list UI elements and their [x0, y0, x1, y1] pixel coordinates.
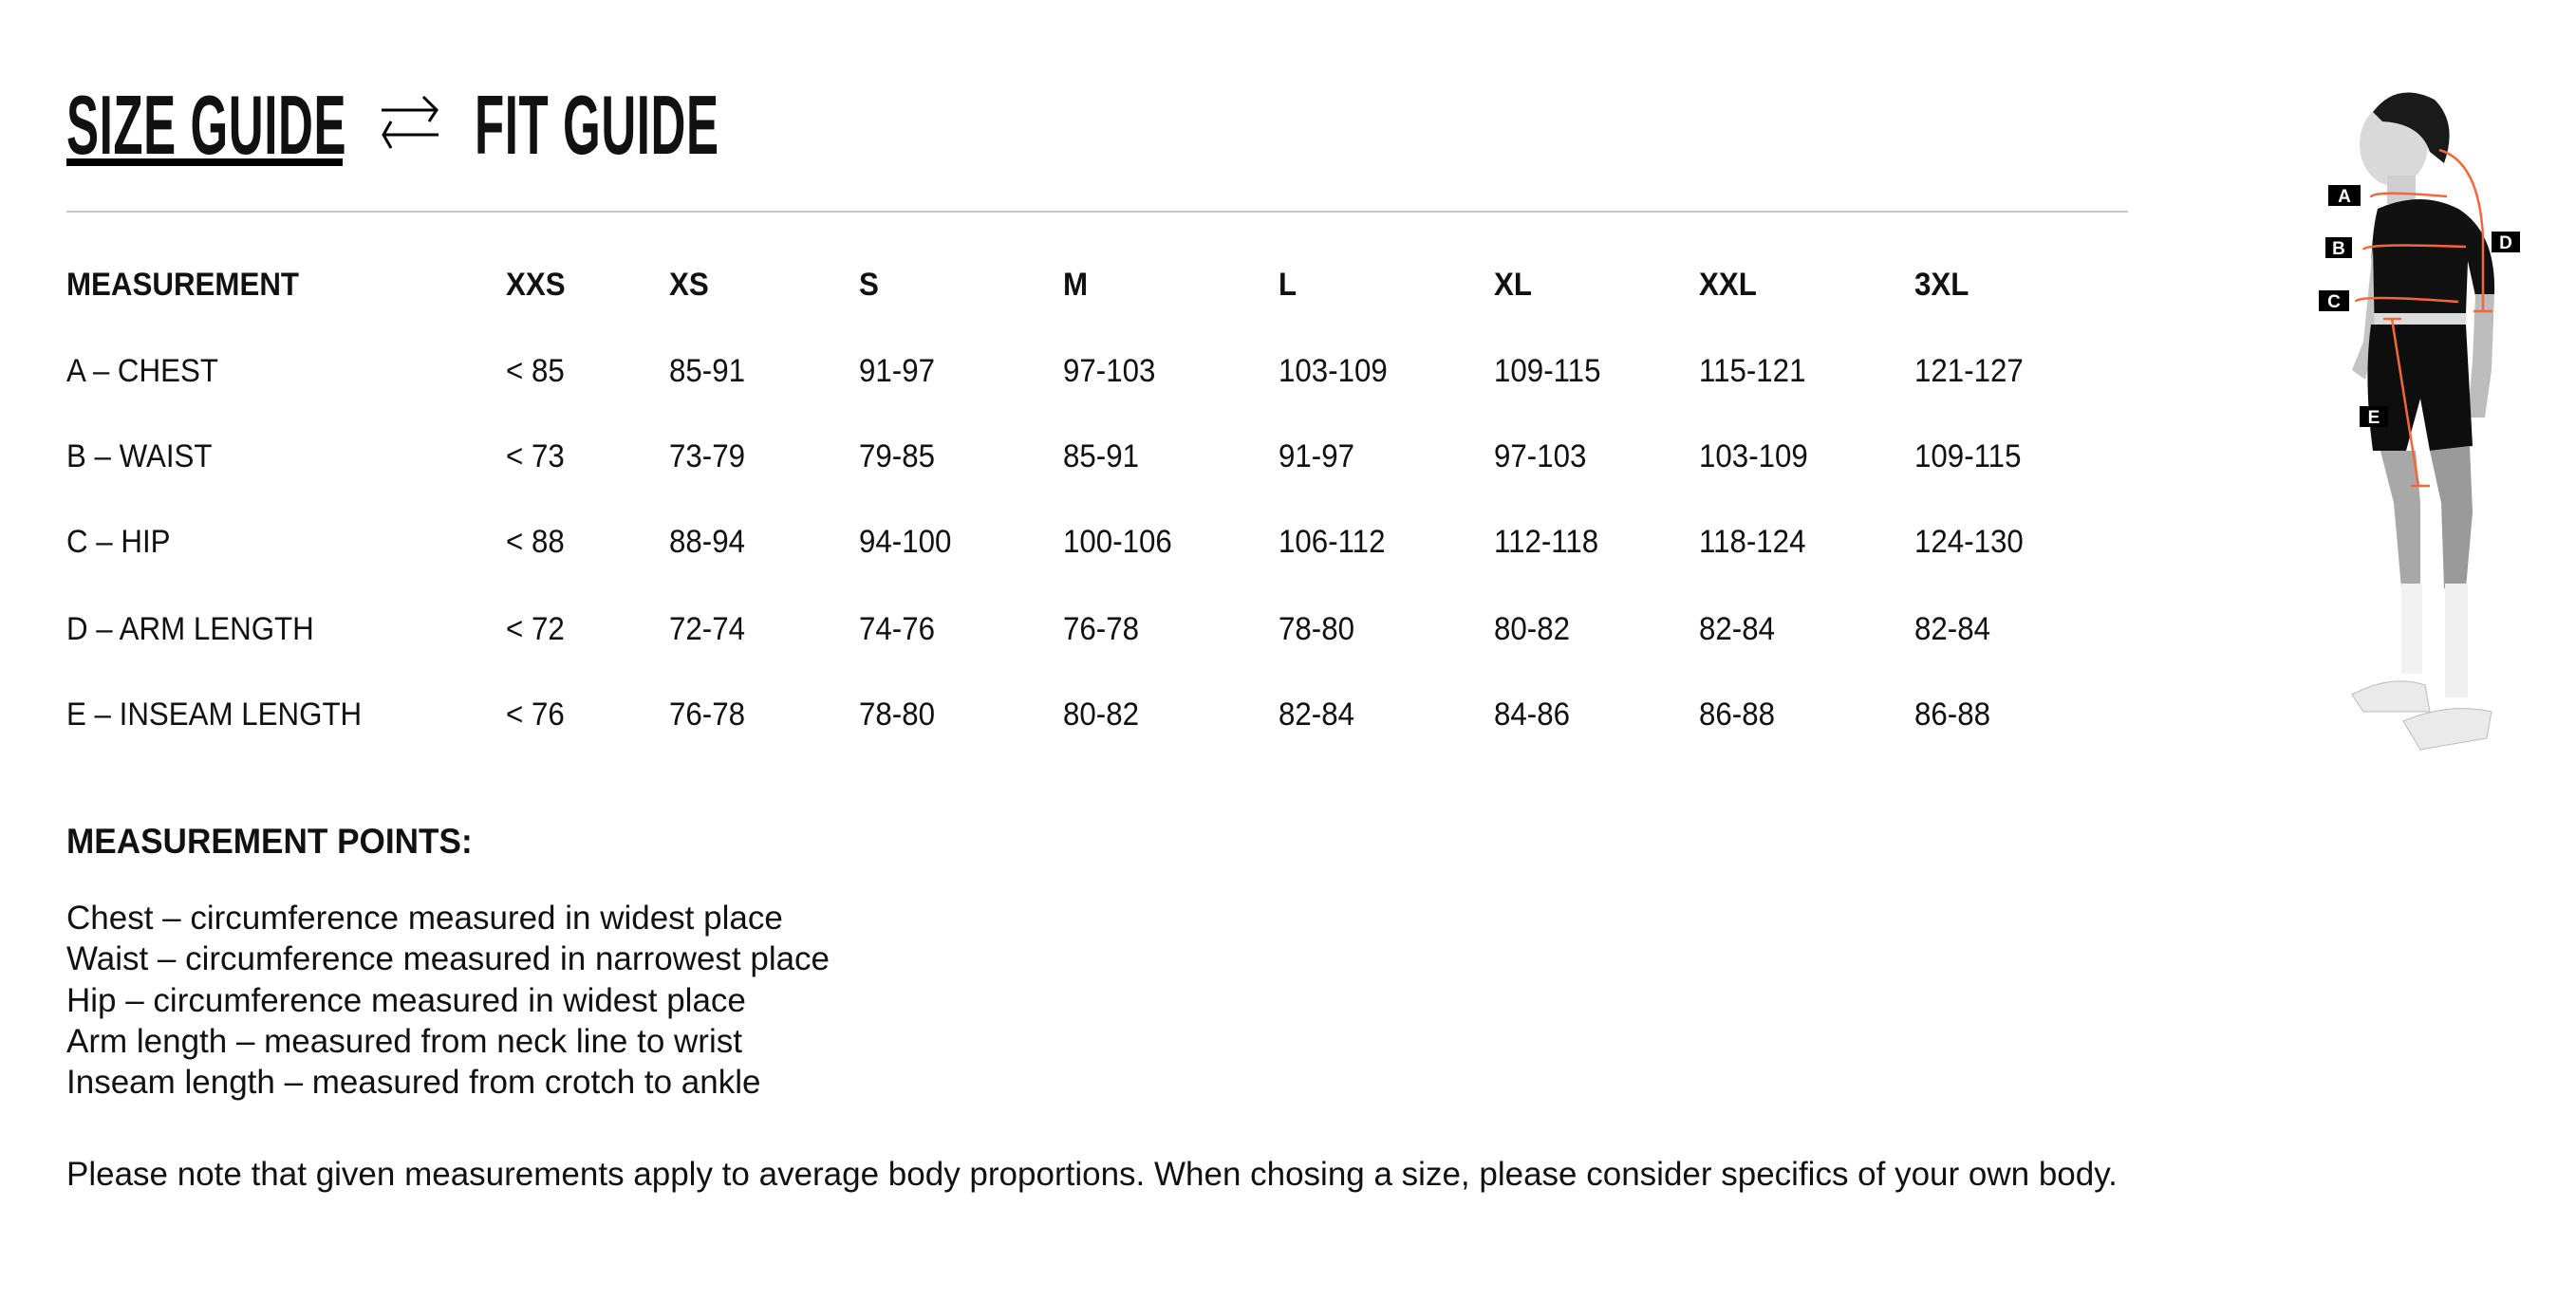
measurement-point-chest: Chest – circumference measured in widest… — [66, 900, 783, 937]
row-label: D – ARM LENGTH — [66, 611, 314, 647]
label-a: A — [2338, 187, 2351, 207]
fit-note: Please note that given measurements appl… — [66, 1156, 2118, 1193]
table-cell: 91-97 — [859, 353, 936, 389]
tab-size-guide[interactable]: SIZE GUIDE — [66, 78, 347, 172]
measurement-figure-image: A B C D E — [2319, 92, 2520, 751]
table-cell: 76-78 — [669, 696, 746, 733]
column-header-size: L — [1279, 267, 1297, 303]
table-cell: < 88 — [506, 524, 565, 560]
table-cell: < 73 — [506, 438, 565, 474]
table-cell: 82-84 — [1699, 611, 1776, 647]
column-header-size: S — [859, 267, 879, 303]
figure-labels: A B C D E — [2319, 185, 2520, 428]
table-cell: 106-112 — [1279, 524, 1386, 560]
table-cell: 73-79 — [669, 438, 746, 474]
label-d: D — [2499, 233, 2512, 253]
measurement-point-waist: Waist – circumference measured in narrow… — [66, 940, 831, 978]
column-header-size: XS — [669, 267, 709, 303]
table-cell: 84-86 — [1494, 696, 1571, 733]
active-tab-underline — [66, 158, 343, 166]
row-label: E – INSEAM LENGTH — [66, 696, 363, 733]
row-label: B – WAIST — [66, 438, 213, 474]
table-cell: 78-80 — [1279, 611, 1355, 647]
table-cell: 80-82 — [1063, 696, 1140, 733]
table-cell: 78-80 — [859, 696, 936, 733]
label-e: E — [2368, 408, 2380, 428]
measurement-points-title: MEASUREMENT POINTS: — [66, 822, 473, 861]
table-cell: 82-84 — [1914, 611, 1991, 647]
column-header-size: XXL — [1699, 267, 1757, 303]
table-cell: 109-115 — [1914, 438, 2022, 474]
table-cell: 103-109 — [1279, 353, 1388, 389]
divider — [66, 211, 2128, 213]
label-c: C — [2327, 292, 2341, 312]
table-cell: 76-78 — [1063, 611, 1140, 647]
tab-fit-guide[interactable]: FIT GUIDE — [475, 78, 719, 172]
table-cell: 109-115 — [1494, 353, 1601, 389]
table-cell: 97-103 — [1063, 353, 1156, 389]
table-cell: 100-106 — [1063, 524, 1172, 560]
table-cell: 85-91 — [1063, 438, 1140, 474]
swap-arrows-icon[interactable] — [380, 93, 440, 150]
table-cell: 124-130 — [1914, 524, 2024, 560]
measurement-lines — [2354, 148, 2492, 488]
measurement-points-list: Chest – circumference measured in widest… — [66, 898, 830, 1103]
column-header-size: XL — [1494, 267, 1532, 303]
table-cell: 88-94 — [669, 524, 746, 560]
measurement-point-arm: Arm length – measured from neck line to … — [66, 1022, 742, 1060]
table-cell: 103-109 — [1699, 438, 1808, 474]
table-cell: 94-100 — [859, 524, 952, 560]
table-cell: 74-76 — [859, 611, 936, 647]
column-header-size: XXS — [506, 267, 566, 303]
table-cell: 121-127 — [1914, 353, 2024, 389]
table-cell: 118-124 — [1699, 524, 1806, 560]
table-cell: 72-74 — [669, 611, 746, 647]
table-cell: 86-88 — [1914, 696, 1991, 733]
table-cell: 91-97 — [1279, 438, 1355, 474]
table-cell: 79-85 — [859, 438, 936, 474]
column-header-size: M — [1063, 267, 1089, 303]
measurement-point-inseam: Inseam length – measured from crotch to … — [66, 1064, 761, 1102]
column-header-size: 3XL — [1914, 267, 1969, 303]
measurement-point-hip: Hip – circumference measured in widest p… — [66, 981, 746, 1019]
table-cell: 82-84 — [1279, 696, 1355, 733]
row-label: C – HIP — [66, 524, 171, 560]
table-cell: < 85 — [506, 353, 565, 389]
table-cell: 97-103 — [1494, 438, 1587, 474]
label-b: B — [2332, 239, 2345, 259]
column-header-measurement: MEASUREMENT — [66, 267, 300, 303]
table-cell: 85-91 — [669, 353, 746, 389]
table-cell: 80-82 — [1494, 611, 1571, 647]
table-cell: < 76 — [506, 696, 565, 733]
row-label: A – CHEST — [66, 353, 218, 389]
table-cell: < 72 — [506, 611, 565, 647]
table-cell: 115-121 — [1699, 353, 1806, 389]
table-cell: 86-88 — [1699, 696, 1776, 733]
table-cell: 112-118 — [1494, 524, 1599, 560]
